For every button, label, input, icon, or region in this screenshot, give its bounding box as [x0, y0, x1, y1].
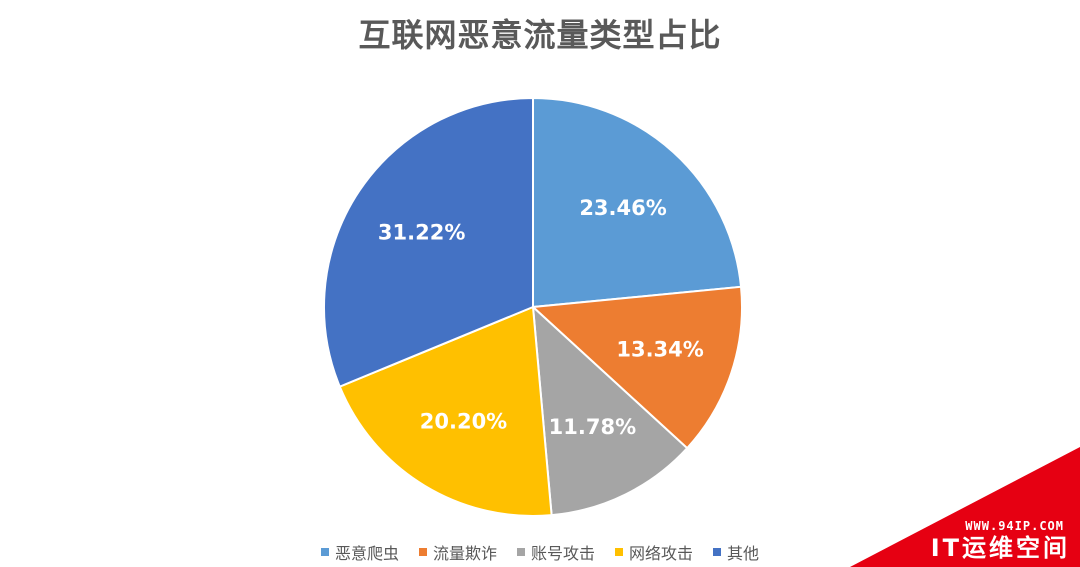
legend-swatch: [418, 548, 427, 556]
legend-item-3: 网络攻击: [615, 540, 693, 564]
chart-title: 互联网恶意流量类型占比: [358, 16, 722, 54]
legend-label: 账号攻击: [530, 544, 595, 563]
pie-slice-1: [530, 285, 743, 450]
legend-swatch: [615, 548, 623, 556]
legend-swatch: [516, 548, 525, 556]
watermark-logo: WWW.94IP.COM IT运维空间: [850, 447, 1080, 567]
slice-label-4: 31.22%: [378, 220, 465, 244]
legend-swatch: [713, 548, 722, 556]
watermark-url: WWW.94IP.COM: [965, 519, 1064, 533]
slice-label-2: 11.78%: [549, 415, 636, 439]
pie-slice-0: [532, 96, 743, 309]
legend-item-4: 其他: [713, 540, 759, 564]
legend-item-0: 恶意爬虫: [320, 540, 399, 564]
legend-item-2: 账号攻击: [516, 540, 595, 564]
legend-label: 恶意爬虫: [334, 544, 399, 563]
slice-label-1: 13.34%: [616, 337, 703, 361]
slice-label-0: 23.46%: [579, 196, 666, 220]
legend-swatch: [320, 548, 329, 556]
chart-legend: 恶意爬虫 流量欺诈 账号攻击 网络攻击 其他: [0, 540, 1080, 564]
pie-slices: [323, 96, 743, 517]
pie-labels: 23.46% 13.34% 11.78% 20.20% 31.22%: [378, 196, 704, 439]
legend-item-1: 流量欺诈: [418, 540, 497, 564]
pie-slice-2: [531, 304, 689, 517]
watermark-name: IT运维空间: [930, 534, 1070, 562]
pie-slice-4: [323, 96, 534, 388]
legend-label: 其他: [727, 544, 760, 563]
pie-slice-3: [338, 305, 553, 517]
legend-label: 网络攻击: [629, 544, 694, 563]
slice-label-3: 20.20%: [420, 410, 507, 434]
watermark-background: [850, 447, 1080, 567]
legend-label: 流量欺诈: [432, 544, 497, 563]
